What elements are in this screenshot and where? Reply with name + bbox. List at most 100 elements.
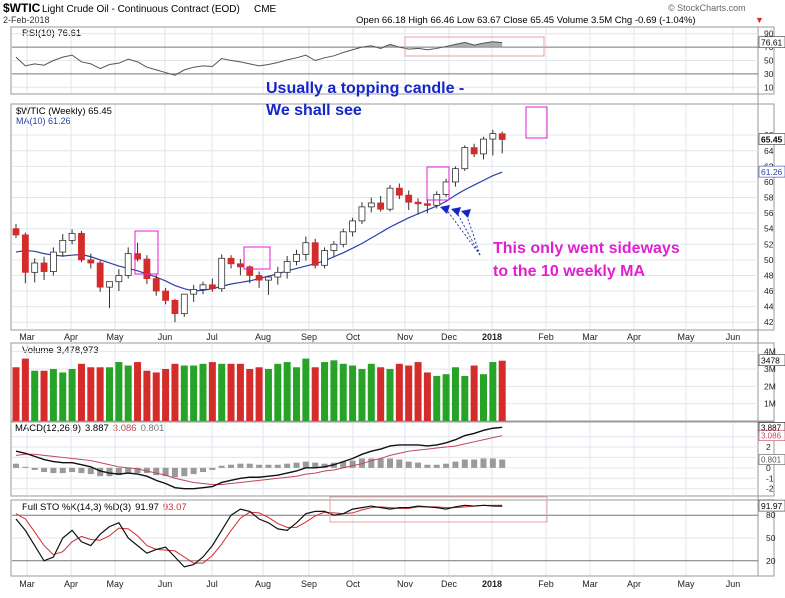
candle-body (124, 253, 132, 276)
volume-bar (49, 369, 57, 421)
macd-histogram-bar (321, 463, 328, 468)
macd-tag (758, 454, 785, 465)
macd-histogram-bar (115, 467, 122, 476)
candle-body (31, 262, 39, 273)
candle-body (218, 257, 226, 290)
macd-histogram-bar (312, 462, 319, 468)
candle-body (40, 262, 48, 272)
sto-title-text: Full STO %K(14,3) %D(3) (22, 502, 131, 513)
volume-tick-label: 2M (764, 381, 776, 391)
volume-bar (498, 360, 506, 421)
volume-bar (246, 369, 254, 421)
candle-body (246, 266, 254, 276)
volume-bar (283, 362, 291, 421)
macd-histogram-bar (480, 458, 487, 468)
macd-tag-text: 0.801 (761, 456, 782, 465)
volume-bar (87, 367, 95, 421)
volume-last-text: 3478 (761, 356, 780, 366)
volume-tick-label: 4M (764, 347, 776, 357)
macd-histogram-bar (396, 459, 403, 468)
volume-bar (367, 363, 375, 421)
macd-histogram-bar (13, 463, 19, 468)
macd-histogram-bar (153, 467, 160, 476)
volume-bar (302, 358, 310, 421)
macd-histogram-bar (415, 462, 422, 468)
candle-body (321, 250, 328, 266)
volume-bar (124, 365, 132, 421)
macd-histogram-bar (246, 463, 253, 468)
grid-layer (12, 28, 758, 575)
month-label-mid: Jul (206, 332, 218, 342)
candle-body (470, 147, 478, 155)
candle-body (349, 220, 357, 233)
macd-histogram-bar (284, 463, 291, 468)
volume-bar (12, 367, 20, 421)
macd-histogram-bar (162, 467, 169, 477)
volume-layer (12, 358, 506, 421)
candle-body (190, 289, 198, 295)
date-label: 2-Feb-2018 (3, 15, 50, 25)
ma-legend: MA(10) 61.26 (16, 116, 71, 126)
candle-body (358, 206, 366, 222)
candle-body (152, 278, 160, 292)
macd-histogram-bar (171, 467, 178, 478)
volume-title: Volume 3,478,973 (22, 345, 99, 356)
candle-body (302, 242, 310, 255)
candle-body (180, 293, 188, 315)
volume-bar (405, 365, 413, 421)
macd-histogram-bar (228, 464, 235, 468)
macd-histogram-bar (41, 467, 48, 473)
price-tick-label: 48 (764, 270, 774, 280)
volume-bar (311, 367, 319, 421)
candle-body (227, 257, 235, 265)
annotation-arrow-3 (465, 212, 481, 256)
macd-histogram-bar (97, 467, 104, 477)
month-label-mid: Oct (346, 332, 361, 342)
rsi-highlight-box (404, 36, 545, 57)
volume-bar (31, 370, 39, 421)
volume-bar (152, 372, 160, 421)
volume-bar (77, 363, 85, 421)
candle-body (293, 254, 300, 262)
volume-bar (59, 372, 67, 421)
macd-tick-label: -2 (766, 484, 774, 494)
sto-last-tag (758, 499, 785, 512)
candle-body (208, 284, 216, 290)
rsi-last-tag (758, 36, 785, 48)
volume-bar (451, 367, 459, 421)
month-label-mid: Dec (441, 332, 458, 342)
volume-bar (115, 362, 123, 421)
rsi-layer (15, 41, 503, 76)
volume-bar (190, 365, 198, 421)
macd-histogram-bar (349, 460, 356, 468)
macd-signal-value: 3.086 (113, 423, 137, 434)
annotation-topping-line1: Usually a topping candle - (266, 80, 464, 97)
volume-bar (489, 362, 497, 421)
sto-layer (15, 504, 503, 568)
volume-bar (442, 374, 450, 421)
volume-bar (162, 369, 170, 421)
volume-bar (423, 372, 431, 421)
volume-bar (21, 358, 29, 421)
candle-body (367, 202, 375, 208)
price-tick-label: 56 (764, 208, 774, 218)
price-tick-label: 64 (764, 146, 774, 156)
macd-histogram-bar (443, 463, 450, 468)
volume-bar (386, 369, 394, 421)
month-label-bottom: Mar (19, 579, 35, 589)
candle-body (377, 202, 385, 210)
macd-histogram-bar (424, 464, 431, 468)
candle-body (283, 261, 291, 273)
candle-body (339, 231, 347, 245)
candle-body (236, 263, 244, 268)
candle-body (106, 281, 113, 288)
sto-d-value: 93.07 (163, 502, 187, 513)
macd-histogram-bar (405, 461, 412, 468)
annotation-arrow-2 (455, 210, 481, 256)
volume-bar (339, 363, 347, 421)
macd-histogram-bar (134, 467, 141, 474)
last-price-tag (758, 133, 785, 145)
volume-last-tag (758, 354, 785, 366)
month-label-bottom: Mar (582, 579, 598, 589)
macd-histogram-bar (340, 461, 347, 468)
